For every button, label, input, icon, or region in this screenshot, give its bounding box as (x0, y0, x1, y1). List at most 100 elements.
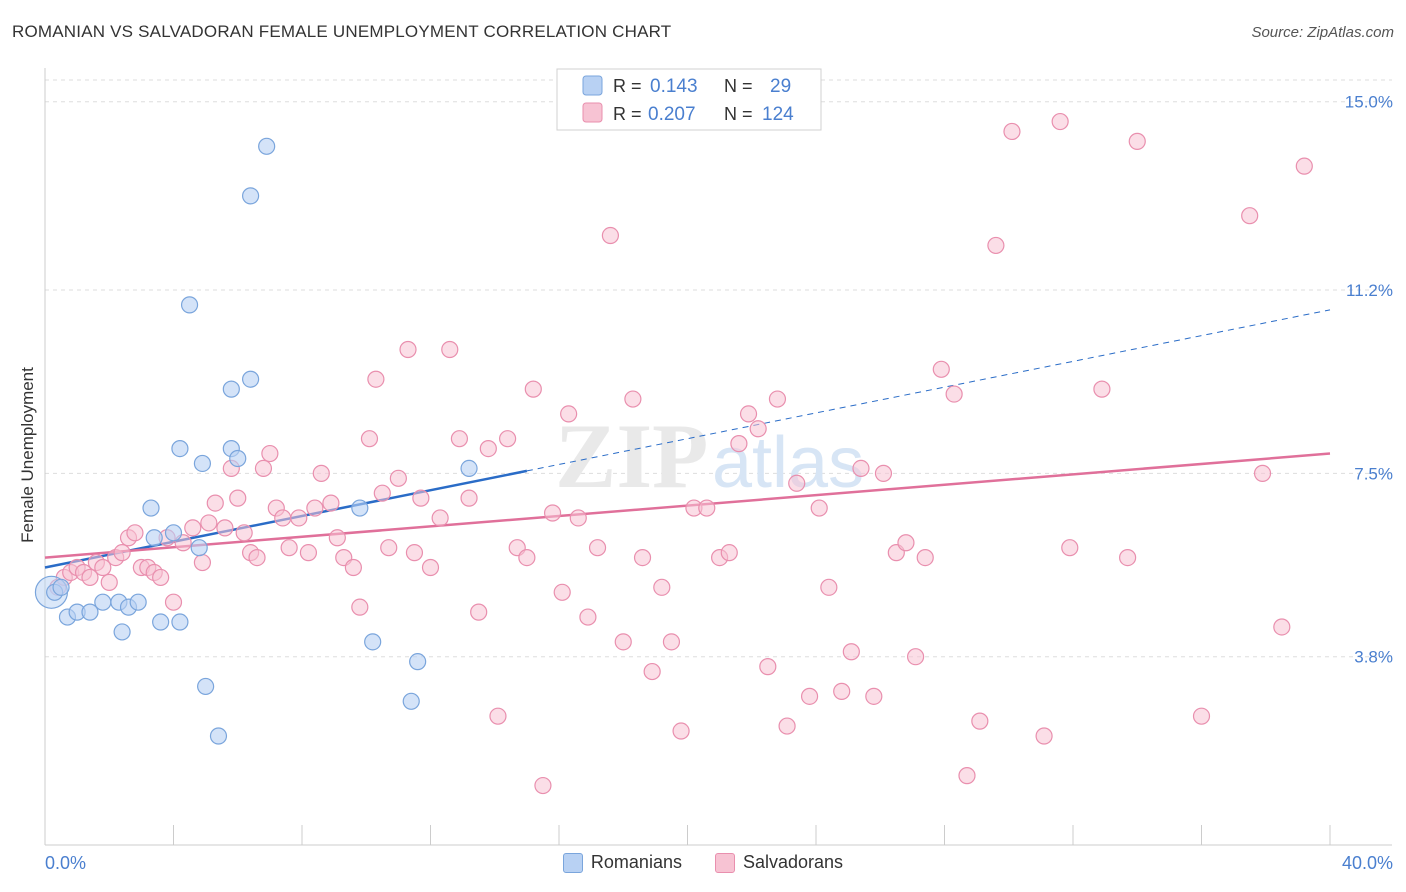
data-point-romanian (242, 370, 260, 388)
data-point-salvadoran (768, 390, 787, 408)
axes (44, 68, 1392, 846)
data-point-salvadoran (373, 484, 391, 502)
data-point-salvadoran (100, 573, 118, 591)
data-point-salvadoran (842, 643, 860, 661)
data-point-salvadoran (367, 370, 385, 388)
data-point-romanian (81, 603, 99, 621)
data-point-salvadoran (235, 524, 253, 542)
legend-item-romanians[interactable]: Romanians (562, 852, 682, 873)
data-point-salvadoran (579, 608, 597, 626)
data-point-salvadoran (441, 340, 459, 359)
data-point-salvadoran (306, 499, 324, 517)
data-point-salvadoran (588, 539, 607, 557)
data-point-salvadoran (518, 549, 536, 567)
data-point-salvadoran (524, 380, 542, 398)
watermark-zip: ZIP (555, 405, 708, 507)
legend-item-salvadorans[interactable]: Salvadorans (714, 852, 843, 873)
data-point-salvadoran (499, 430, 517, 448)
data-point-salvadoran (81, 568, 99, 587)
data-point-salvadoran (380, 539, 398, 557)
data-point-romanian (242, 187, 260, 205)
data-point-romanian (145, 529, 163, 547)
data-point-salvadoran (470, 603, 488, 621)
data-point-salvadoran (759, 658, 777, 676)
data-point-salvadoran (1192, 707, 1211, 725)
data-point-salvadoran (778, 717, 796, 735)
data-point-salvadoran (322, 494, 340, 512)
data-point-salvadoran (865, 687, 883, 705)
y-tick-label: 11.2% (1346, 281, 1393, 300)
data-point-salvadoran (971, 712, 989, 730)
data-point-salvadoran (312, 464, 330, 482)
data-point-salvadoran (720, 544, 738, 562)
data-point-romanian (193, 454, 212, 473)
watermark-atlas: atlas (712, 423, 864, 503)
data-point-salvadoran (1051, 112, 1069, 131)
data-point-salvadoran (479, 439, 497, 458)
legend-n-label-salvadorans: N = (724, 104, 753, 124)
data-point-salvadoran (113, 544, 131, 562)
salvadoran-points (49, 112, 1313, 795)
data-point-romanian (460, 459, 478, 478)
data-point-salvadoran (274, 509, 292, 527)
data-point-salvadoran (261, 444, 279, 463)
data-point-salvadoran (614, 633, 632, 651)
data-point-salvadoran (1119, 549, 1137, 567)
data-point-salvadoran (360, 430, 379, 448)
data-point-salvadoran (126, 524, 144, 542)
data-point-romanian (129, 593, 147, 611)
y-axis-label: Female Unemployment (18, 367, 37, 543)
data-point-romanian (164, 524, 183, 542)
data-point-romanian (229, 449, 247, 468)
y-tick-label: 7.5% (1354, 464, 1393, 483)
watermark: ZIP atlas (555, 405, 864, 507)
data-point-romanian (171, 439, 189, 458)
data-point-salvadoran (206, 494, 224, 512)
data-point-salvadoran (254, 459, 273, 478)
data-point-salvadoran (543, 504, 562, 522)
y-tick-label: 15.0% (1345, 93, 1393, 112)
data-point-salvadoran (810, 499, 828, 517)
data-point-salvadoran (164, 593, 183, 611)
data-point-salvadoran (229, 489, 247, 507)
data-point-salvadoran (184, 519, 202, 537)
data-point-salvadoran (351, 598, 369, 616)
data-point-salvadoran (534, 776, 552, 795)
grid-lines (45, 79, 1392, 658)
x-tick-label: 40.0% (1342, 853, 1393, 873)
data-point-salvadoran (800, 687, 819, 705)
data-point-salvadoran (897, 534, 915, 552)
data-point-salvadoran (389, 469, 407, 487)
data-point-salvadoran (328, 529, 346, 547)
romanian-points (34, 137, 478, 745)
data-point-salvadoran (1003, 122, 1021, 141)
x-tick-label: 0.0% (45, 853, 86, 873)
data-point-salvadoran (299, 544, 318, 562)
data-point-salvadoran (399, 340, 417, 359)
trend-line-romanians-extrapolated (526, 309, 1331, 472)
legend-r-label-salvadorans: R = (613, 104, 642, 124)
data-point-salvadoran (916, 549, 934, 567)
data-point-romanian (142, 499, 160, 517)
data-point-romanian (152, 613, 170, 631)
legend-r-label-romanians: R = (613, 76, 642, 96)
data-point-salvadoran (560, 405, 578, 423)
data-point-salvadoran (653, 578, 671, 596)
data-point-salvadoran (1035, 727, 1053, 745)
chart-source: Source: ZipAtlas.com (1251, 24, 1394, 41)
legend-label-romanians: Romanians (590, 852, 682, 872)
legend-swatch-salvadorans (582, 102, 603, 123)
data-point-romanian (190, 539, 208, 557)
data-point-salvadoran (906, 648, 925, 666)
data-point-salvadoran (874, 464, 893, 482)
data-point-romanian (52, 578, 70, 596)
data-point-salvadoran (216, 519, 234, 537)
data-point-salvadoran (460, 489, 478, 507)
data-point-romanian (402, 692, 420, 710)
data-point-salvadoran (698, 499, 716, 517)
data-point-romanian (351, 499, 369, 517)
data-point-romanian (409, 653, 427, 671)
data-point-salvadoran (405, 544, 424, 562)
legend-swatch-romanians-bottom (562, 852, 583, 873)
